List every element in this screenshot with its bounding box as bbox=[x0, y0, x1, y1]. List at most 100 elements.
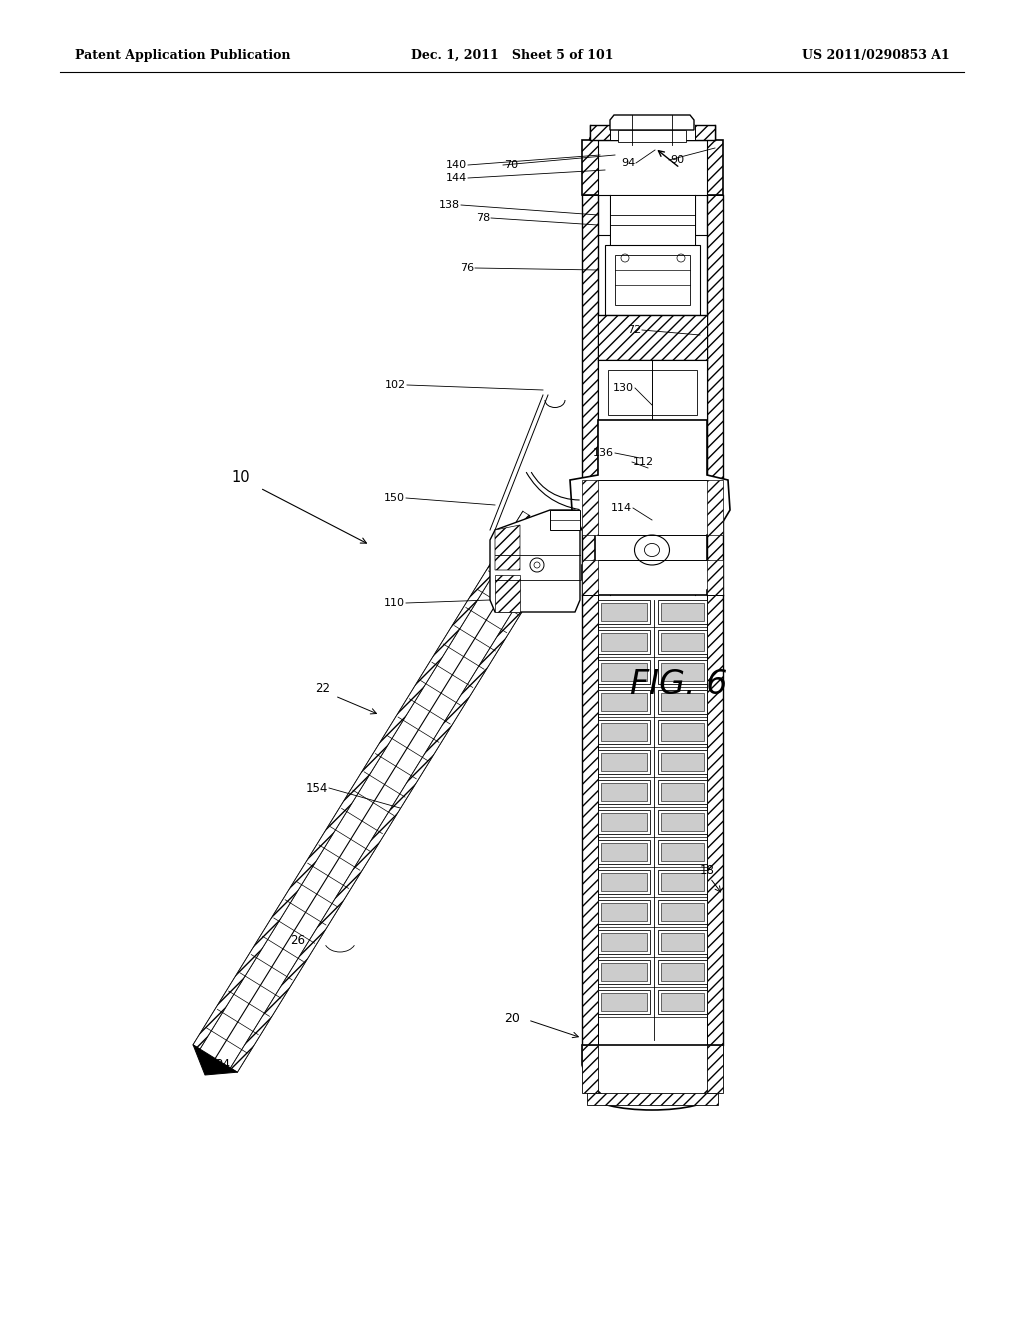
Polygon shape bbox=[598, 840, 650, 865]
Text: 112: 112 bbox=[633, 457, 654, 467]
Text: 22: 22 bbox=[315, 681, 330, 694]
Polygon shape bbox=[598, 360, 707, 420]
Polygon shape bbox=[582, 560, 598, 595]
Polygon shape bbox=[707, 560, 723, 595]
Polygon shape bbox=[194, 1045, 238, 1074]
Text: 90: 90 bbox=[670, 154, 684, 165]
Polygon shape bbox=[601, 693, 647, 711]
Polygon shape bbox=[598, 960, 650, 983]
Polygon shape bbox=[658, 780, 707, 804]
Polygon shape bbox=[598, 931, 650, 954]
Text: 70: 70 bbox=[504, 160, 518, 170]
Polygon shape bbox=[582, 1045, 723, 1096]
Polygon shape bbox=[582, 195, 598, 595]
Text: 76: 76 bbox=[460, 263, 474, 273]
Text: 78: 78 bbox=[476, 213, 490, 223]
Polygon shape bbox=[662, 603, 705, 620]
Polygon shape bbox=[194, 511, 529, 1049]
Polygon shape bbox=[662, 663, 705, 681]
Text: 130: 130 bbox=[613, 383, 634, 393]
Polygon shape bbox=[662, 813, 705, 832]
Text: 154: 154 bbox=[305, 781, 328, 795]
Polygon shape bbox=[601, 663, 647, 681]
Polygon shape bbox=[707, 480, 723, 535]
Polygon shape bbox=[662, 752, 705, 771]
Polygon shape bbox=[598, 630, 650, 653]
Polygon shape bbox=[601, 873, 647, 891]
Polygon shape bbox=[495, 525, 520, 570]
Polygon shape bbox=[598, 780, 650, 804]
Polygon shape bbox=[610, 195, 695, 246]
Polygon shape bbox=[658, 719, 707, 744]
Text: Patent Application Publication: Patent Application Publication bbox=[75, 49, 291, 62]
Polygon shape bbox=[582, 1045, 598, 1093]
Polygon shape bbox=[601, 933, 647, 950]
Polygon shape bbox=[590, 125, 715, 140]
Polygon shape bbox=[582, 480, 598, 535]
Text: 150: 150 bbox=[384, 492, 406, 503]
Polygon shape bbox=[707, 1045, 723, 1093]
Polygon shape bbox=[601, 993, 647, 1011]
Polygon shape bbox=[658, 601, 707, 624]
Text: 110: 110 bbox=[384, 598, 406, 609]
Polygon shape bbox=[662, 933, 705, 950]
Polygon shape bbox=[618, 129, 686, 143]
Polygon shape bbox=[598, 719, 650, 744]
Text: FIG. 6: FIG. 6 bbox=[630, 668, 727, 701]
Polygon shape bbox=[598, 315, 707, 360]
Polygon shape bbox=[662, 993, 705, 1011]
Polygon shape bbox=[601, 843, 647, 861]
Text: 94: 94 bbox=[621, 158, 635, 168]
Polygon shape bbox=[601, 634, 647, 651]
Polygon shape bbox=[601, 603, 647, 620]
Polygon shape bbox=[598, 601, 650, 624]
Polygon shape bbox=[662, 903, 705, 921]
Polygon shape bbox=[615, 255, 690, 305]
Polygon shape bbox=[658, 960, 707, 983]
Polygon shape bbox=[582, 140, 723, 195]
Text: 72: 72 bbox=[627, 325, 641, 335]
Polygon shape bbox=[605, 246, 700, 315]
Polygon shape bbox=[658, 690, 707, 714]
Polygon shape bbox=[495, 576, 520, 612]
Polygon shape bbox=[598, 810, 650, 834]
Polygon shape bbox=[490, 510, 580, 612]
Polygon shape bbox=[608, 370, 697, 414]
Polygon shape bbox=[582, 595, 598, 1045]
Text: 138: 138 bbox=[439, 201, 460, 210]
Polygon shape bbox=[550, 510, 580, 531]
Polygon shape bbox=[707, 595, 723, 1045]
Polygon shape bbox=[570, 420, 730, 595]
Polygon shape bbox=[658, 750, 707, 774]
Polygon shape bbox=[598, 750, 650, 774]
Text: 18: 18 bbox=[700, 863, 715, 876]
Polygon shape bbox=[662, 723, 705, 741]
Polygon shape bbox=[598, 900, 650, 924]
Polygon shape bbox=[601, 813, 647, 832]
Polygon shape bbox=[658, 900, 707, 924]
Polygon shape bbox=[658, 660, 707, 684]
Polygon shape bbox=[230, 535, 567, 1072]
Polygon shape bbox=[598, 990, 650, 1014]
Text: Dec. 1, 2011   Sheet 5 of 101: Dec. 1, 2011 Sheet 5 of 101 bbox=[411, 49, 613, 62]
Polygon shape bbox=[707, 195, 723, 595]
Text: 140: 140 bbox=[445, 160, 467, 170]
Polygon shape bbox=[598, 660, 650, 684]
Text: US 2011/0290853 A1: US 2011/0290853 A1 bbox=[802, 49, 950, 62]
Polygon shape bbox=[662, 964, 705, 981]
Text: 102: 102 bbox=[385, 380, 406, 389]
Polygon shape bbox=[658, 840, 707, 865]
Text: 136: 136 bbox=[593, 447, 614, 458]
Polygon shape bbox=[601, 903, 647, 921]
Text: 10: 10 bbox=[231, 470, 250, 486]
Text: 20: 20 bbox=[504, 1011, 520, 1024]
Polygon shape bbox=[662, 843, 705, 861]
Polygon shape bbox=[601, 783, 647, 801]
Polygon shape bbox=[662, 873, 705, 891]
Text: 24: 24 bbox=[215, 1059, 230, 1072]
Polygon shape bbox=[601, 964, 647, 981]
Polygon shape bbox=[598, 420, 707, 480]
Polygon shape bbox=[662, 693, 705, 711]
Polygon shape bbox=[598, 870, 650, 894]
Polygon shape bbox=[610, 115, 694, 129]
